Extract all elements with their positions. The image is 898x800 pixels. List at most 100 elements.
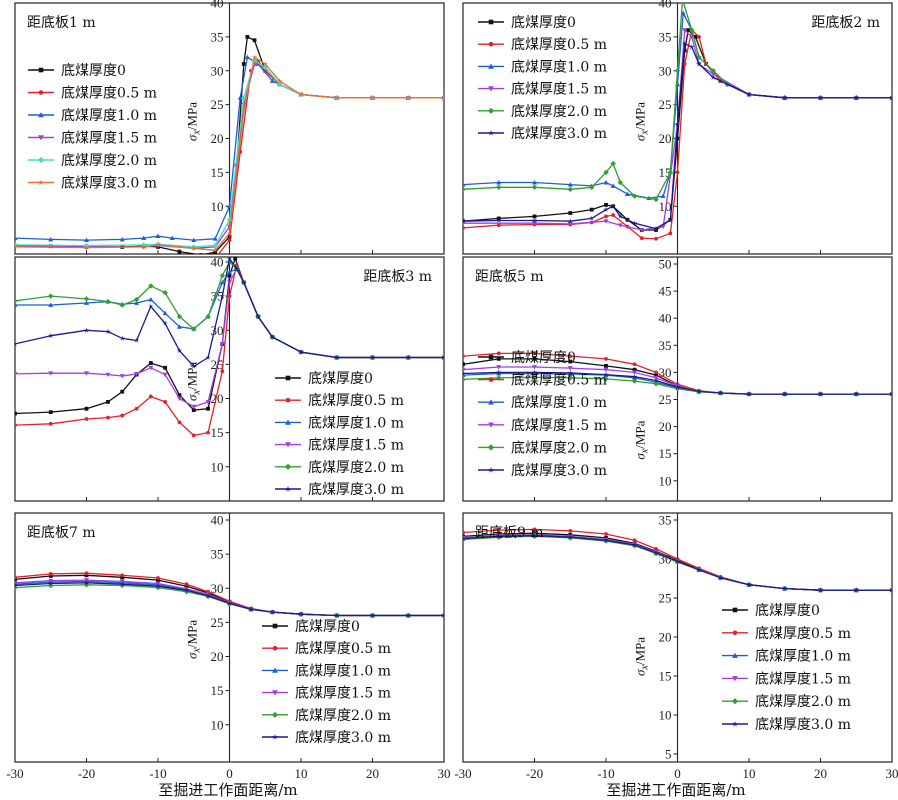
data-point <box>668 231 673 236</box>
legend-marker <box>488 86 494 92</box>
legend: 底煤厚度0 底煤厚度0.5 m 底煤厚度1.0 m 底煤厚度1.5 m 底煤厚度2.0 … <box>478 15 607 142</box>
data-point <box>206 430 210 435</box>
data-point <box>269 609 276 615</box>
data-point <box>604 214 608 219</box>
chart-panel-1: 10 15 20 25 30 35 40 σx/MPa 距底板1 m 底煤厚度0 底煤厚度0.5 m… <box>14 0 445 255</box>
data-point <box>531 374 538 380</box>
data-point <box>603 206 609 212</box>
data-point <box>610 203 616 209</box>
y-tick-label: 10 <box>659 473 672 488</box>
data-point <box>463 367 466 373</box>
data-point <box>162 372 168 378</box>
data-point <box>176 324 182 329</box>
data-point <box>531 184 538 190</box>
data-point <box>155 583 161 589</box>
x-tick-label: 30 <box>886 766 898 781</box>
legend-label: 底煤厚度0.5 m <box>295 641 391 657</box>
data-point <box>119 236 125 242</box>
data-point <box>532 356 537 361</box>
data-point <box>889 94 892 101</box>
data-point <box>84 417 89 421</box>
data-point <box>603 169 609 176</box>
data-point <box>269 334 276 340</box>
data-point <box>334 94 340 101</box>
data-point <box>84 371 89 376</box>
data-point <box>163 400 168 404</box>
data-point <box>463 354 465 359</box>
data-point <box>162 290 168 296</box>
data-point <box>496 356 501 361</box>
x-axis-label-right: 至掘进工作面距离/m <box>606 781 745 799</box>
y-tick-label: 10 <box>659 708 672 723</box>
data-point <box>639 236 644 240</box>
data-point <box>660 193 666 198</box>
legend: 底煤厚度0 底煤厚度0.5 m 底煤厚度1.0 m 底煤厚度1.5 m 底煤厚度2.0 … <box>722 603 851 733</box>
data-point <box>48 574 53 578</box>
legend-label: 底煤厚度3.0 m <box>511 463 607 479</box>
legend-marker <box>732 630 738 636</box>
data-point <box>696 61 702 67</box>
data-point <box>241 279 247 285</box>
y-axis-label: σx/MPa <box>185 620 203 659</box>
data-point <box>496 369 502 375</box>
y-tick-label: 35 <box>659 29 672 44</box>
data-point <box>226 600 233 606</box>
y-tick-label: 25 <box>659 392 672 407</box>
series-6 <box>463 369 892 397</box>
data-point <box>213 250 218 254</box>
chart-title: 距底板5 m <box>475 269 544 285</box>
data-point <box>162 310 168 316</box>
data-point <box>568 354 573 359</box>
data-point <box>183 587 190 593</box>
data-point <box>15 372 18 377</box>
legend-label: 底煤厚度2.0 m <box>511 440 607 456</box>
chart-title: 距底板2 m <box>811 15 880 31</box>
y-tick-label: 25 <box>211 97 224 112</box>
x-tick-label: -10 <box>597 766 614 781</box>
y-tick-label: 40 <box>211 255 224 270</box>
y-axis-label: σx/MPa <box>185 362 203 401</box>
legend-marker <box>285 397 291 403</box>
chart-title: 距底板3 m <box>363 269 432 285</box>
y-tick-label: 30 <box>659 63 672 78</box>
legend-label: 底煤厚度3.0 m <box>61 176 157 192</box>
data-point <box>140 244 147 250</box>
legend-marker <box>272 667 278 673</box>
y-tick-label: 20 <box>659 630 672 645</box>
data-point <box>631 373 638 380</box>
data-point <box>653 225 659 231</box>
data-point <box>84 300 89 305</box>
data-point <box>603 371 609 377</box>
data-point <box>148 365 154 371</box>
data-point <box>682 62 687 66</box>
y-tick-label: 20 <box>211 649 224 664</box>
data-point <box>405 612 411 618</box>
data-point <box>674 384 681 390</box>
y-tick-label: 30 <box>211 323 224 338</box>
data-point <box>177 393 182 397</box>
data-point <box>191 404 197 410</box>
data-point <box>674 68 681 74</box>
data-point <box>177 420 182 425</box>
data-point <box>248 606 254 612</box>
y-tick-label: 25 <box>211 615 224 630</box>
data-point <box>654 546 658 551</box>
data-point <box>632 367 637 372</box>
data-point <box>177 249 182 254</box>
data-point <box>441 354 444 360</box>
legend-marker <box>285 419 291 425</box>
data-point <box>405 354 411 360</box>
legend-marker <box>732 607 738 613</box>
data-point <box>567 186 573 193</box>
legend-label: 底煤厚度1.0 m <box>511 59 607 75</box>
data-point <box>674 558 681 564</box>
series-line <box>15 257 444 368</box>
data-point <box>245 34 250 39</box>
legend-marker <box>284 485 292 492</box>
data-point <box>680 0 685 2</box>
data-point <box>105 372 111 378</box>
legend-marker <box>488 399 494 405</box>
data-point <box>610 160 616 167</box>
data-point <box>567 366 573 371</box>
